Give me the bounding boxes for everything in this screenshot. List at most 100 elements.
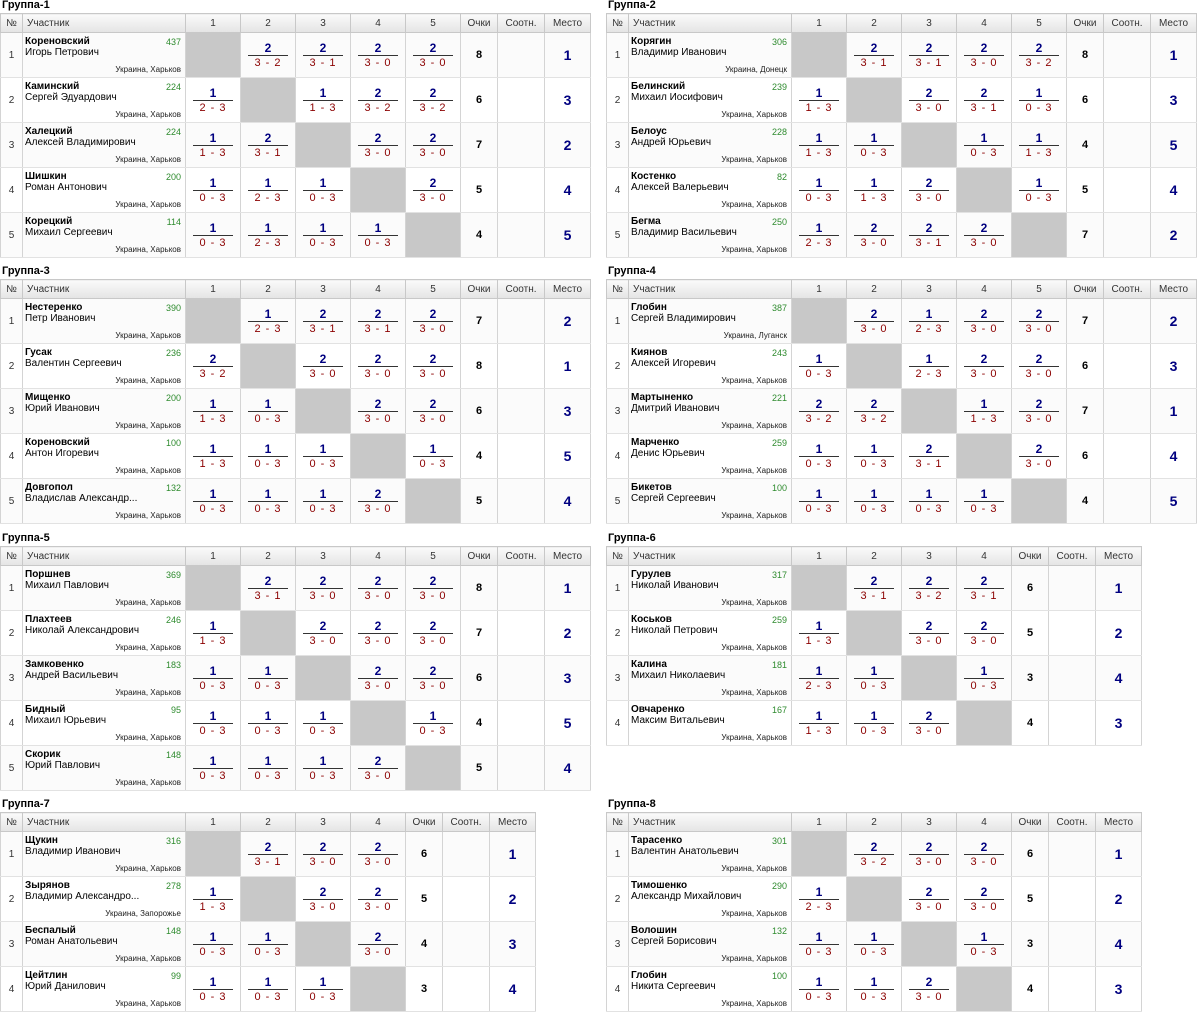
player-row[interactable]: 1 Корягин Владимир Иванович 306 Украина, Дон… [606, 32, 1197, 78]
header-points[interactable]: Очки [460, 13, 498, 33]
player-surname[interactable]: Кореновский [25, 437, 90, 448]
player-surname[interactable]: Бегма [631, 216, 661, 227]
header-points[interactable]: Очки [1011, 812, 1049, 832]
player-surname[interactable]: Мартыненко [631, 392, 694, 403]
header-ratio[interactable]: Соотн. [497, 279, 545, 299]
player-row[interactable]: 2 Киянов Алексей Игоревич 243 Украина, Харьк… [606, 343, 1197, 389]
participant-cell[interactable]: Мартыненко Дмитрий Иванович 221 Украина, Ха… [628, 388, 792, 434]
header-participant[interactable]: Участник [628, 812, 792, 832]
participant-cell[interactable]: Цейтлин Юрий Данилович 99 Украина, Харьков [22, 966, 186, 1012]
participant-cell[interactable]: Коськов Николай Петрович 259 Украина, Харьк… [628, 610, 792, 656]
player-surname[interactable]: Мищенко [25, 392, 71, 403]
player-surname[interactable]: Марченко [631, 437, 680, 448]
player-row[interactable]: 4 Марченко Денис Юрьевич 259 Украина, Харько… [606, 433, 1197, 479]
participant-cell[interactable]: Поршнев Михаил Павлович 369 Украина, Харько… [22, 565, 186, 611]
player-surname[interactable]: Белоус [631, 126, 667, 137]
participant-cell[interactable]: Овчаренко Максим Витальевич 167 Украина, Ха… [628, 700, 792, 746]
player-surname[interactable]: Зырянов [25, 880, 70, 891]
header-points[interactable]: Очки [1011, 546, 1049, 566]
player-surname[interactable]: Костенко [631, 171, 677, 182]
header-points[interactable]: Очки [1066, 13, 1104, 33]
participant-cell[interactable]: Шишкин Роман Антонович 200 Украина, Харьков [22, 167, 186, 213]
player-surname[interactable]: Беспалый [25, 925, 76, 936]
participant-cell[interactable]: Калина Михаил Николаевич 181 Украина, Харьк… [628, 655, 792, 701]
header-place[interactable]: Место [1150, 279, 1197, 299]
player-surname[interactable]: Волошин [631, 925, 677, 936]
player-row[interactable]: 2 Плахтеев Николай Александрович 246 Украина… [0, 610, 591, 656]
player-surname[interactable]: Кореновский [25, 36, 90, 47]
player-row[interactable]: 4 Шишкин Роман Антонович 200 Украина, Харько… [0, 167, 591, 213]
player-surname[interactable]: Гурулев [631, 569, 672, 580]
player-row[interactable]: 1 Глобин Сергей Владимирович 387 Украина, Лу… [606, 298, 1197, 344]
participant-cell[interactable]: Бегма Владимир Васильевич 250 Украина, Харь… [628, 212, 792, 258]
player-surname[interactable]: Нестеренко [25, 302, 83, 313]
header-points[interactable]: Очки [405, 812, 443, 832]
participant-cell[interactable]: Гурулев Николай Иванович 317 Украина, Харьк… [628, 565, 792, 611]
